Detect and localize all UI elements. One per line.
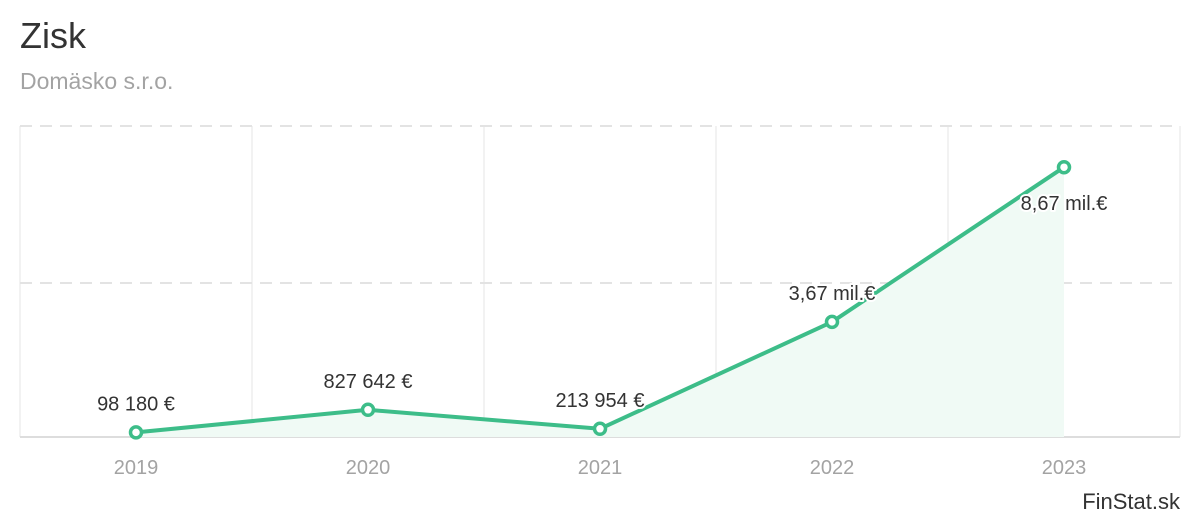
data-label: 3,67 mil.€ <box>789 283 876 305</box>
x-tick-label: 2023 <box>1042 457 1087 479</box>
x-tick-label: 2020 <box>346 457 391 479</box>
chart-subtitle: Domäsko s.r.o. <box>20 68 174 94</box>
data-label: 213 954 € <box>556 390 645 412</box>
data-point <box>360 402 376 418</box>
series-area <box>136 167 1064 437</box>
x-tick-label: 2021 <box>578 457 623 479</box>
data-label: 98 180 € <box>97 393 175 415</box>
chart-title: Zisk <box>20 15 86 56</box>
x-tick-label: 2019 <box>114 457 159 479</box>
data-label: 8,67 mil.€ <box>1021 193 1108 215</box>
data-point <box>128 425 144 440</box>
data-point <box>824 314 840 330</box>
data-point <box>592 421 608 437</box>
data-label: 827 642 € <box>324 371 413 393</box>
data-point <box>1056 159 1072 175</box>
x-tick-label: 2022 <box>810 457 855 479</box>
finstat-watermark[interactable]: FinStat.sk <box>1082 489 1180 514</box>
